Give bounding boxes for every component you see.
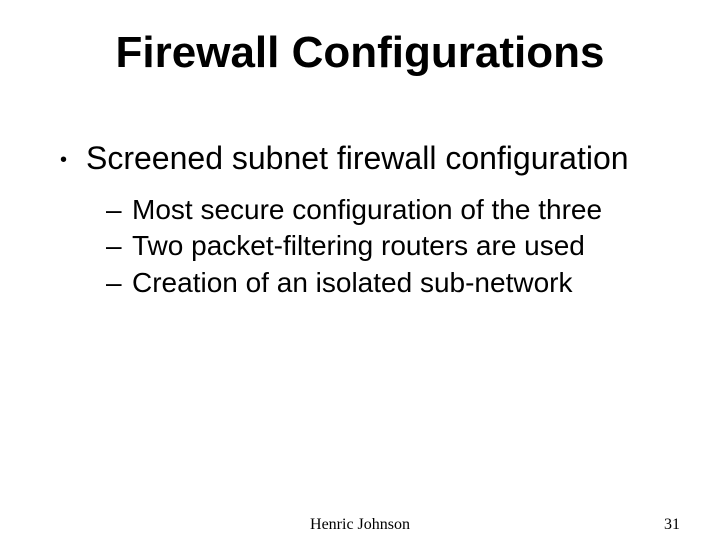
bullet-text: Screened subnet firewall configuration	[86, 138, 629, 178]
bullet-text: Creation of an isolated sub-network	[132, 265, 572, 301]
footer-author: Henric Johnson	[310, 516, 410, 534]
bullet-text: Two packet-filtering routers are used	[132, 228, 585, 264]
dash-marker-icon: –	[106, 192, 132, 228]
slide: Firewall Configurations • Screened subne…	[0, 0, 720, 540]
dash-marker-icon: –	[106, 265, 132, 301]
bullet-text: Most secure configuration of the three	[132, 192, 602, 228]
bullet-marker-icon: •	[60, 138, 86, 173]
bullet-level1: • Screened subnet firewall configuration	[60, 138, 680, 178]
dash-marker-icon: –	[106, 228, 132, 264]
slide-title: Firewall Configurations	[40, 28, 680, 78]
bullet-level2: – Most secure configuration of the three	[106, 192, 680, 228]
bullet-level2: – Creation of an isolated sub-network	[106, 265, 680, 301]
footer-page-number: 31	[664, 516, 680, 534]
bullet-level2: – Two packet-filtering routers are used	[106, 228, 680, 264]
